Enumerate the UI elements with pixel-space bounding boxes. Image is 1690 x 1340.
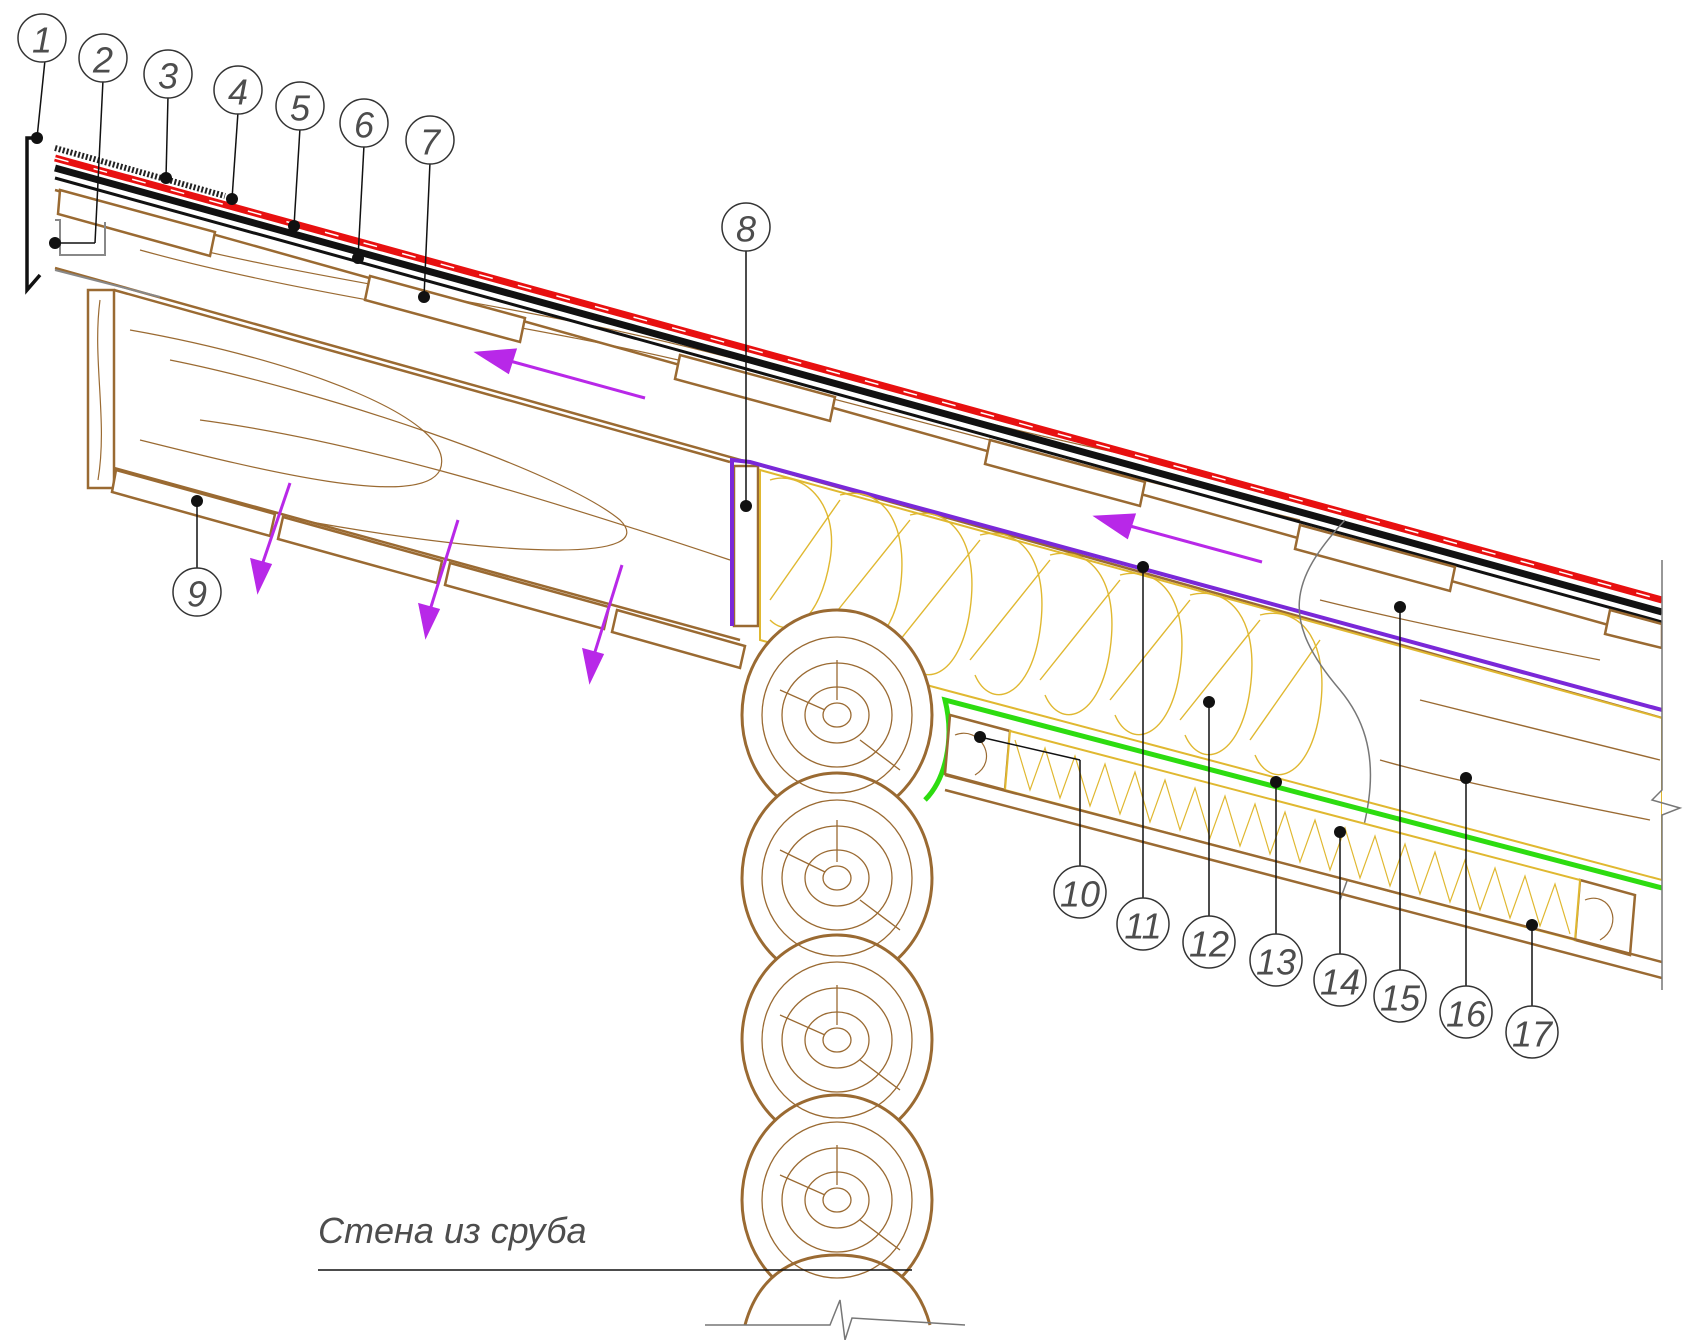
svg-text:10: 10 (1060, 874, 1100, 915)
svg-text:9: 9 (187, 574, 207, 615)
shingle-hatch (54, 145, 226, 199)
svg-text:8: 8 (736, 209, 756, 250)
leader-lines (36, 59, 1533, 1008)
svg-text:12: 12 (1189, 924, 1229, 965)
log-wall (740, 608, 934, 1326)
interior-lining (944, 773, 1662, 980)
callout-7: 7 (405, 115, 455, 165)
fascia-board (86, 288, 116, 490)
log-rings (761, 636, 913, 1279)
callout-6: 6 (339, 98, 389, 148)
svg-text:1: 1 (32, 20, 52, 61)
main-insulation (759, 468, 1662, 882)
overhang-rafter (113, 288, 741, 642)
inner-batten (943, 713, 1637, 957)
ceiling-rafter (1379, 699, 1661, 821)
callout-17: 17 (1505, 1005, 1559, 1059)
callout-12: 12 (1182, 915, 1236, 969)
svg-text:5: 5 (290, 88, 311, 129)
svg-text:6: 6 (354, 105, 375, 146)
callout-15: 15 (1373, 969, 1427, 1023)
callout-4: 4 (213, 65, 263, 115)
svg-text:15: 15 (1380, 978, 1421, 1019)
callout-5: 5 (275, 81, 325, 131)
callout-9: 9 (172, 567, 222, 617)
svg-text:13: 13 (1256, 942, 1296, 983)
callout-11: 11 (1116, 897, 1170, 951)
svg-text:2: 2 (92, 40, 113, 81)
bottom-break-icon (705, 1299, 966, 1340)
callout-14: 14 (1313, 953, 1367, 1007)
callout-2: 2 (78, 33, 128, 83)
svg-text:7: 7 (420, 122, 442, 163)
callout-16: 16 (1439, 985, 1493, 1039)
wall-caption: Стена из сруба (318, 1210, 587, 1251)
svg-text:4: 4 (228, 72, 248, 113)
soffit-boards (110, 468, 747, 670)
leader-dots (31, 132, 1538, 931)
callout-8: 8 (721, 202, 771, 252)
callout-3: 3 (143, 49, 193, 99)
caption-group: Стена из сруба (318, 1210, 912, 1271)
airflow-arrows (250, 348, 1263, 685)
roof-covering-layers (54, 154, 1662, 624)
svg-text:11: 11 (1124, 906, 1161, 947)
right-break-icon (1650, 560, 1683, 990)
callout-13: 13 (1249, 933, 1303, 987)
svg-text:16: 16 (1446, 994, 1487, 1035)
svg-text:17: 17 (1512, 1014, 1554, 1055)
wind-membrane (730, 457, 1662, 712)
callout-1: 1 (17, 13, 67, 63)
callout-10: 10 (1053, 865, 1107, 919)
svg-text:14: 14 (1320, 962, 1360, 1003)
svg-text:3: 3 (158, 56, 178, 97)
